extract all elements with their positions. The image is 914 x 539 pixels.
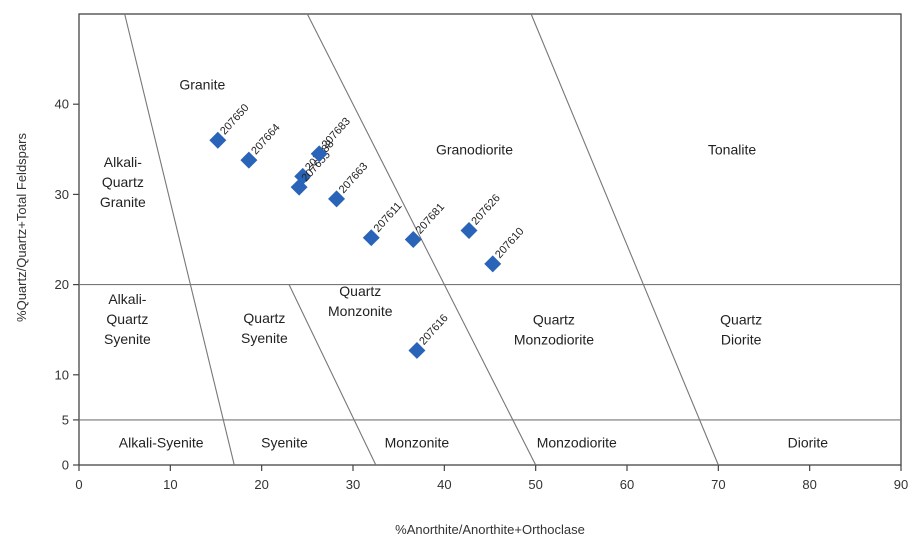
point-label-207663: 207663	[337, 161, 370, 196]
y-tick-label: 0	[62, 458, 69, 473]
data-point-207683[interactable]	[310, 145, 328, 163]
field-label-monzodiorite: Monzodiorite	[537, 434, 617, 450]
y-axis-title: %Quartz/Quartz+Total Feldspars	[14, 133, 29, 322]
field-label-granite: Granite	[179, 76, 225, 92]
plot-frame	[78, 13, 902, 466]
x-tick-label: 0	[75, 477, 82, 492]
data-point-207611[interactable]	[362, 229, 380, 247]
data-point-207610[interactable]	[484, 255, 502, 273]
point-label-207681: 207681	[414, 201, 447, 236]
field-label-syenite: Syenite	[261, 434, 308, 450]
x-tick-label: 80	[802, 477, 816, 492]
boundary-syenite-monzonite	[288, 284, 377, 466]
y-tick-label: 20	[55, 277, 69, 292]
x-tick-label: 30	[346, 477, 360, 492]
data-point-207663[interactable]	[328, 190, 346, 208]
field-label-granodiorite: Granodiorite	[436, 141, 513, 157]
field-label-monzonite: Monzonite	[385, 434, 450, 450]
point-label-207650: 207650	[218, 102, 251, 137]
x-tick-label: 50	[528, 477, 542, 492]
data-point-207681[interactable]	[404, 231, 422, 248]
point-label-207626: 207626	[469, 192, 502, 227]
x-tick-label: 70	[711, 477, 725, 492]
point-label-207611: 207611	[372, 200, 405, 235]
field-label-quartz-diorite: Quartz Diorite	[720, 312, 762, 348]
x-tick-label: 90	[894, 477, 908, 492]
field-label-tonalite: Tonalite	[708, 141, 756, 157]
x-tick-label: 10	[163, 477, 177, 492]
x-tick-label: 60	[620, 477, 634, 492]
field-label-quartz-monzodiorite: Quartz Monzodiorite	[514, 312, 594, 348]
y-tick-label: 40	[55, 97, 69, 112]
point-label-207616: 207616	[417, 312, 450, 347]
point-label-207664: 207664	[249, 122, 282, 157]
x-tick-label: 20	[254, 477, 268, 492]
y-tick-label: 5	[62, 412, 69, 427]
data-point-207616[interactable]	[408, 341, 426, 359]
field-label-alkali-quartz-granite: Alkali-Quartz Granite	[100, 154, 146, 210]
data-point-207664[interactable]	[240, 151, 258, 169]
field-label-alkali-quartz-syenite: Alkali-Quartz Syenite	[104, 291, 151, 347]
y-tick-label: 10	[55, 367, 69, 382]
point-label-207683: 207683	[320, 116, 353, 151]
data-point-207655[interactable]	[290, 178, 308, 196]
field-label-quartz-monzonite: Quartz Monzonite	[328, 283, 393, 319]
data-point-207650[interactable]	[209, 131, 227, 149]
x-axis-title: %Anorthite/Anorthite+Orthoclase	[395, 522, 585, 537]
field-label-alkali-syenite: Alkali-Syenite	[119, 434, 204, 450]
boundary-alkali-granite	[124, 13, 235, 466]
x-tick-label: 40	[437, 477, 451, 492]
boundary-granodiorite-tonalite	[530, 13, 719, 466]
y-tick-label: 30	[55, 187, 69, 202]
data-point-207626[interactable]	[460, 221, 478, 239]
field-label-diorite: Diorite	[788, 434, 829, 450]
field-label-quartz-syenite: Quartz Syenite	[241, 310, 288, 346]
point-label-207610: 207610	[493, 226, 526, 261]
